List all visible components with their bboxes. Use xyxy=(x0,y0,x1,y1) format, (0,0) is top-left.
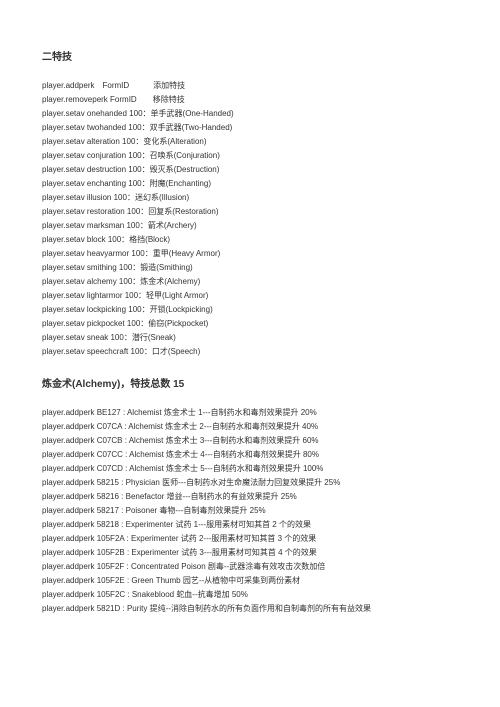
command-line: player.setav onehanded 100：单手武器(One-Hand… xyxy=(42,107,458,121)
command-line: player.setav alteration 100：变化系(Alterati… xyxy=(42,135,458,149)
command-line: player.setav sneak 100：潜行(Sneak) xyxy=(42,331,458,345)
command-line: player.setav block 100：格挡(Block) xyxy=(42,233,458,247)
command-line: player.setav alchemy 100：炼金术(Alchemy) xyxy=(42,275,458,289)
command-line: player.addperk 58216 : Benefactor 增益---自… xyxy=(42,490,458,504)
command-line: player.addperk FormID 添加特技 xyxy=(42,79,458,93)
command-line: player.setav lightarmor 100：轻甲(Light Arm… xyxy=(42,289,458,303)
command-line: player.setav pickpocket 100：偷窃(Pickpocke… xyxy=(42,317,458,331)
command-line: player.setav restoration 100：回复系(Restora… xyxy=(42,205,458,219)
command-line: player.setav marksman 100：箭术(Archery) xyxy=(42,219,458,233)
command-line: player.addperk 105F2F : Concentrated Poi… xyxy=(42,560,458,574)
command-line: player.addperk C07CC : Alchemist 炼金术士 4-… xyxy=(42,448,458,462)
section-1-title: 二特技 xyxy=(42,48,458,63)
command-line: player.setav conjuration 100：召唤系(Conjura… xyxy=(42,149,458,163)
command-line: player.removeperk FormID 移除特技 xyxy=(42,93,458,107)
command-line: player.setav illusion 100：迷幻系(Illusion) xyxy=(42,191,458,205)
command-line: player.addperk 5821D : Purity 提纯--消除自制药水… xyxy=(42,602,458,616)
command-line: player.addperk C07CD : Alchemist 炼金术士 5-… xyxy=(42,462,458,476)
command-line: player.setav lockpicking 100：开锁(Lockpick… xyxy=(42,303,458,317)
command-line: player.setav smithing 100：锻造(Smithing) xyxy=(42,261,458,275)
command-line: player.addperk 105F2A : Experimenter 试药 … xyxy=(42,532,458,546)
command-line: player.addperk C07CB : Alchemist 炼金术士 3-… xyxy=(42,434,458,448)
command-line: player.addperk 105F2B : Experimenter 试药 … xyxy=(42,546,458,560)
command-line: player.addperk 105F2C : Snakeblood 蛇血--抗… xyxy=(42,588,458,602)
command-line: player.setav speechcraft 100：口才(Speech) xyxy=(42,345,458,359)
commands-list-1: player.addperk FormID 添加特技player.removep… xyxy=(42,79,458,359)
command-line: player.addperk 58215 : Physician 医师---自制… xyxy=(42,476,458,490)
commands-list-2: player.addperk BE127 : Alchemist 炼金术士 1-… xyxy=(42,406,458,616)
section-2-title: 炼金术(Alchemy)，特技总数 15 xyxy=(42,375,458,390)
command-line: player.addperk BE127 : Alchemist 炼金术士 1-… xyxy=(42,406,458,420)
command-line: player.setav heavyarmor 100：重甲(Heavy Arm… xyxy=(42,247,458,261)
command-line: player.addperk 105F2E : Green Thumb 园艺--… xyxy=(42,574,458,588)
command-line: player.addperk 58217 : Poisoner 毒物---自制毒… xyxy=(42,504,458,518)
command-line: player.addperk C07CA : Alchemist 炼金术士 2-… xyxy=(42,420,458,434)
command-line: player.addperk 58218 : Experimenter 试药 1… xyxy=(42,518,458,532)
command-line: player.setav twohanded 100：双手武器(Two-Hand… xyxy=(42,121,458,135)
command-line: player.setav destruction 100：毁灭系(Destruc… xyxy=(42,163,458,177)
command-line: player.setav enchanting 100：附魔(Enchantin… xyxy=(42,177,458,191)
